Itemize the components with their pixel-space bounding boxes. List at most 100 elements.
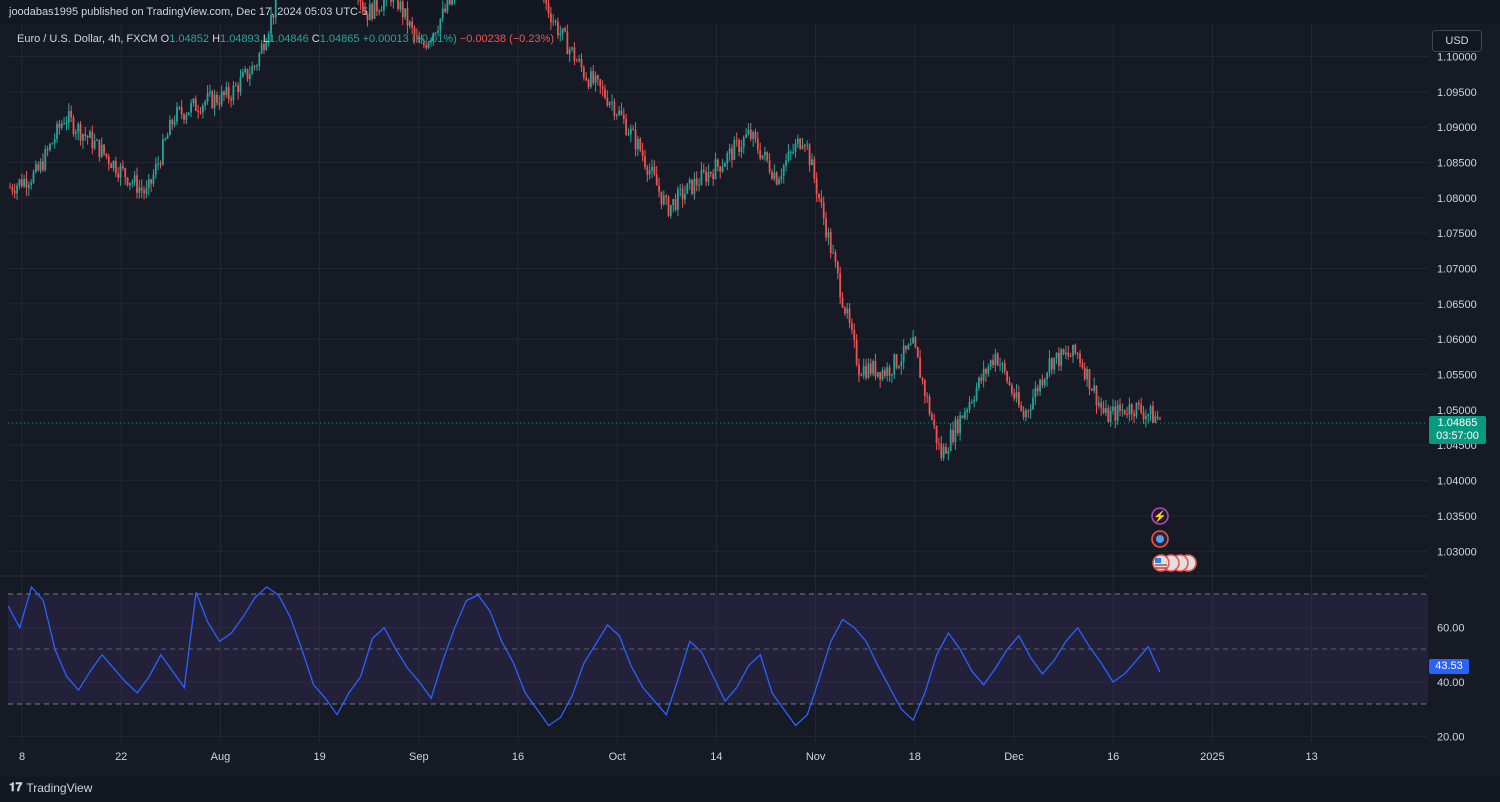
candle-body	[1083, 367, 1086, 380]
candle-body	[608, 102, 611, 106]
candle-body	[1074, 344, 1077, 354]
chart-area[interactable]	[0, 24, 1500, 777]
time-tick-label: 2025	[1200, 751, 1224, 763]
candle-body	[1100, 402, 1103, 408]
candle-body	[731, 148, 733, 160]
candle-body	[862, 365, 865, 376]
candle-body	[644, 156, 646, 167]
candle-body	[848, 308, 851, 324]
time-tick-label: Sep	[409, 751, 429, 763]
candle-body	[938, 443, 940, 445]
candle-body	[994, 353, 997, 366]
candle-body	[554, 21, 557, 23]
candle-body	[782, 165, 785, 176]
candle-body	[738, 140, 740, 152]
price-tick-label: 1.03000	[1437, 546, 1477, 558]
candle-body	[11, 187, 14, 192]
candle-body	[1022, 410, 1025, 418]
candle-body	[192, 98, 195, 104]
lightning-icon[interactable]	[1151, 507, 1169, 525]
candle-body	[1109, 410, 1112, 422]
candle-body	[947, 450, 950, 454]
candle-body	[103, 144, 105, 154]
candle-body	[999, 365, 1001, 367]
candle-body	[676, 189, 679, 210]
candle-body	[952, 429, 954, 442]
candle-body	[1130, 404, 1133, 414]
candle-body	[272, 14, 275, 18]
candle-body	[959, 415, 962, 434]
candle-body	[761, 155, 764, 159]
candle-body	[208, 91, 211, 94]
candle-body	[223, 91, 225, 95]
candle-body	[227, 86, 230, 99]
candle-body	[561, 28, 564, 34]
price-tick-label: 1.09500	[1437, 87, 1477, 99]
price-tick-label: 1.04000	[1437, 476, 1477, 488]
candle-body	[263, 44, 265, 51]
candle-body	[975, 387, 978, 400]
candle-body	[1152, 406, 1154, 423]
candle-body	[898, 366, 900, 368]
candle-body	[373, 0, 376, 19]
candle-body	[888, 367, 891, 376]
price-tick-label: 1.10000	[1437, 52, 1477, 64]
candle-body	[702, 170, 705, 172]
candle-body	[728, 148, 731, 154]
candle-body	[707, 171, 710, 182]
candle-body	[1135, 402, 1138, 417]
candle-body	[1053, 357, 1056, 370]
candle-body	[582, 67, 585, 78]
candle-body	[641, 150, 644, 157]
candle-body	[686, 183, 689, 194]
candle-body	[587, 80, 590, 88]
candle-body	[928, 396, 931, 414]
candle-body	[169, 119, 171, 136]
currency-button[interactable]: USD	[1432, 30, 1482, 52]
candle-body	[1112, 406, 1114, 411]
us-flag-icon[interactable]	[1152, 554, 1197, 572]
candle-body	[190, 103, 192, 113]
time-tick-label: Dec	[1004, 751, 1024, 763]
candle-body	[674, 199, 677, 210]
candle-body	[51, 143, 54, 145]
candle-body	[684, 193, 686, 200]
candle-body	[204, 101, 207, 106]
candle-body	[187, 112, 190, 116]
candle-body	[780, 175, 783, 180]
candle-body	[152, 174, 155, 184]
candle-body	[557, 21, 559, 36]
candle-body	[368, 3, 371, 21]
candle-body	[963, 412, 966, 419]
candle-body	[653, 166, 656, 175]
candle-body	[985, 368, 987, 374]
candle-body	[735, 140, 738, 142]
price-tick-label: 1.05000	[1437, 405, 1477, 417]
candle-body	[173, 121, 176, 125]
candle-body	[1126, 413, 1128, 415]
candle-body	[220, 91, 223, 105]
candle-body	[698, 184, 700, 186]
candle-body	[239, 77, 242, 92]
candle-body	[448, 0, 451, 5]
candle-body	[639, 138, 642, 151]
candle-body	[1088, 369, 1091, 389]
candle-body	[883, 370, 886, 376]
symbol-title[interactable]: Euro / U.S. Dollar, 4h, FXCM	[17, 33, 158, 45]
candle-body	[18, 179, 21, 186]
low-label: L	[262, 33, 269, 45]
candle-body	[651, 166, 653, 171]
candle-body	[681, 188, 684, 200]
bar-countdown: 03:57:00	[1436, 430, 1479, 442]
candle-body	[1029, 408, 1032, 411]
candle-body	[107, 156, 110, 164]
candle-body	[930, 413, 933, 420]
candle-body	[194, 98, 197, 111]
tradingview-logo[interactable]: 𝟏𝟕 TradingView	[9, 780, 92, 795]
candle-body	[413, 27, 416, 36]
publish-bar: joodabas1995 published on TradingView.co…	[0, 0, 1500, 24]
candle-body	[827, 232, 830, 238]
candle-body	[246, 68, 249, 79]
candle-body	[434, 32, 437, 34]
